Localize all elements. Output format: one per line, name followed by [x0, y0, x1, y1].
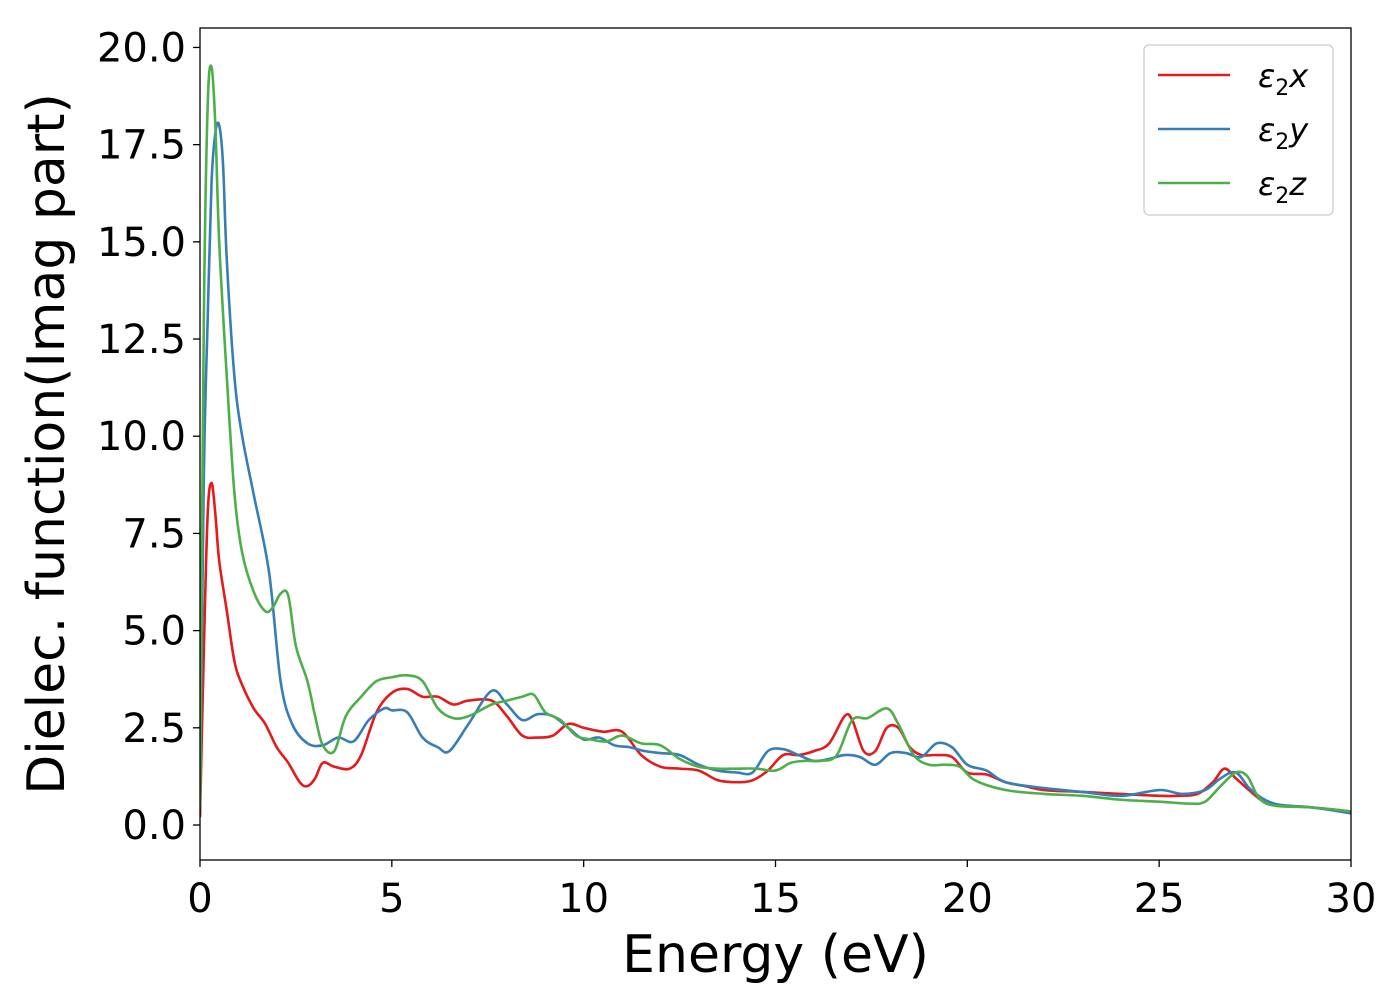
- x-tick-label: 10: [558, 876, 609, 922]
- legend-label-y: ε2y: [1258, 111, 1309, 155]
- y-axis-ticks: 0.0 2.5 5.0 7.5 10.0 12.5 15.0 17.5 20.0: [97, 25, 200, 849]
- plot-area: [200, 64, 1351, 818]
- series-line-x: [200, 481, 1351, 818]
- legend-label-x: ε2x: [1258, 57, 1309, 101]
- y-tick-label: 10.0: [97, 414, 186, 460]
- y-tick-label: 5.0: [122, 609, 186, 655]
- y-tick-label: 0.0: [122, 803, 186, 849]
- plot-frame: [199, 27, 1352, 861]
- x-tick-label: 0: [187, 876, 212, 922]
- y-tick-label: 2.5: [122, 706, 186, 752]
- legend-label-z: ε2z: [1258, 165, 1307, 209]
- x-axis-ticks: 0 5 10 15 20 25 30: [187, 860, 1376, 922]
- x-tick-label: 15: [750, 876, 801, 922]
- y-tick-label: 7.5: [122, 511, 186, 557]
- y-axis-label: Dielec. function(Imag part): [17, 93, 77, 795]
- y-tick-label: 15.0: [97, 220, 186, 266]
- x-axis-label: Energy (eV): [622, 925, 929, 985]
- x-tick-label: 25: [1134, 876, 1185, 922]
- x-tick-label: 5: [379, 876, 404, 922]
- legend-box: [1143, 44, 1334, 216]
- y-tick-label: 20.0: [97, 25, 186, 71]
- x-tick-label: 20: [942, 876, 993, 922]
- legend: ε2x ε2y ε2z: [1143, 44, 1334, 216]
- x-tick-label: 30: [1326, 876, 1377, 922]
- series-line-z: [200, 64, 1351, 813]
- series-line-y: [200, 121, 1351, 815]
- y-tick-label: 12.5: [97, 317, 186, 363]
- y-tick-label: 17.5: [97, 123, 186, 169]
